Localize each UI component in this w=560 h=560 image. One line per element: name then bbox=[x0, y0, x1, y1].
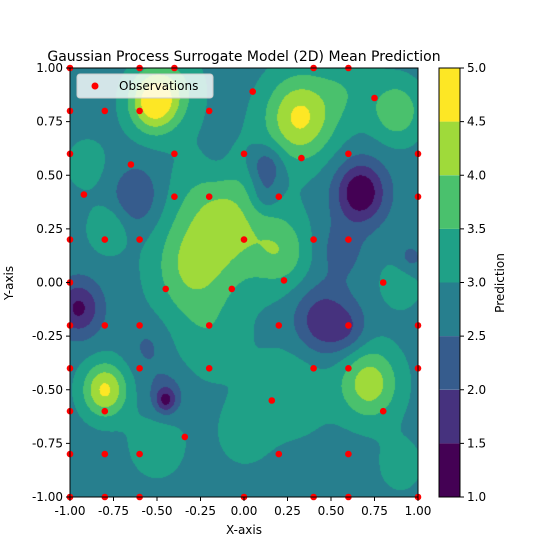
observation-point bbox=[310, 365, 317, 372]
observation-point bbox=[205, 365, 213, 372]
colorbar-segment bbox=[439, 175, 460, 229]
observation-point bbox=[240, 150, 248, 158]
x-tick-label: -0.75 bbox=[98, 504, 129, 518]
y-axis-ticks: 1.00 0.75 0.50 0.25 0.00 -0.25 -0.50 -0.75 -1.00 bbox=[32, 61, 70, 504]
y-tick-label: 0.25 bbox=[36, 222, 63, 236]
colorbar: 5.0 4.5 4.0 3.5 3.0 2.5 2.0 1.5 1.0 bbox=[438, 61, 486, 504]
observation-point bbox=[280, 277, 288, 284]
x-tick-label: -1.00 bbox=[54, 504, 85, 518]
y-tick-label: 0.00 bbox=[36, 276, 63, 290]
colorbar-segment bbox=[439, 228, 460, 283]
observation-point bbox=[298, 154, 305, 162]
observation-points bbox=[66, 64, 422, 501]
colorbar-tick-label: 5.0 bbox=[467, 61, 486, 75]
colorbar-tick-label: 1.5 bbox=[467, 436, 486, 450]
colorbar-segment bbox=[439, 443, 460, 497]
observation-point bbox=[171, 193, 178, 200]
observation-point bbox=[80, 191, 88, 198]
colorbar-tick-label: 3.5 bbox=[467, 222, 486, 236]
x-axis-ticks: -1.00 -0.75 -0.50 -0.25 0.00 0.25 0.50 0.75 1.00 bbox=[54, 497, 431, 518]
observation-point bbox=[249, 88, 256, 95]
observation-point bbox=[205, 322, 213, 329]
x-tick-label: 0.25 bbox=[274, 504, 301, 518]
x-axis-label: X-axis bbox=[226, 523, 262, 537]
x-tick-label: -0.50 bbox=[141, 504, 172, 518]
observation-point bbox=[136, 365, 143, 372]
observation-point bbox=[101, 322, 109, 329]
colorbar-tick-label: 2.0 bbox=[467, 383, 486, 397]
colorbar-tick-label: 1.0 bbox=[467, 490, 486, 504]
colorbar-tick-label: 4.5 bbox=[467, 115, 486, 129]
observation-point bbox=[345, 150, 352, 158]
observation-point bbox=[310, 236, 317, 243]
colorbar-segment bbox=[439, 121, 460, 176]
y-tick-label: -0.75 bbox=[32, 436, 63, 450]
observation-point bbox=[379, 407, 387, 415]
observation-point bbox=[275, 322, 283, 329]
plot-area bbox=[66, 64, 422, 501]
observation-point bbox=[345, 365, 352, 372]
observation-point bbox=[345, 450, 352, 458]
colorbar-segment bbox=[439, 282, 460, 337]
colorbar-tick-label: 2.5 bbox=[467, 329, 486, 343]
y-tick-label: -0.25 bbox=[32, 329, 63, 343]
x-tick-label: 0.00 bbox=[231, 504, 258, 518]
legend: Observations bbox=[76, 73, 214, 99]
x-tick-label: -0.25 bbox=[185, 504, 216, 518]
prediction-surface bbox=[70, 68, 418, 497]
observation-point bbox=[136, 450, 143, 458]
observation-point bbox=[345, 322, 352, 329]
colorbar-segment bbox=[439, 336, 460, 390]
legend-box bbox=[76, 73, 214, 99]
observation-point bbox=[136, 236, 143, 243]
colorbar-label: Prediction bbox=[493, 253, 507, 313]
y-tick-label: -1.00 bbox=[32, 490, 63, 504]
y-tick-label: 0.50 bbox=[36, 168, 63, 182]
observation-point bbox=[101, 107, 109, 115]
y-axis-label: Y-axis bbox=[2, 266, 16, 301]
y-tick-label: 1.00 bbox=[36, 61, 63, 75]
observation-point bbox=[205, 193, 213, 200]
observation-point bbox=[379, 279, 387, 286]
colorbar-tick-label: 3.0 bbox=[467, 276, 486, 290]
x-tick-label: 0.75 bbox=[361, 504, 388, 518]
observation-point bbox=[136, 322, 143, 329]
legend-marker bbox=[91, 82, 99, 90]
observation-point bbox=[127, 161, 135, 168]
x-tick-label: 1.00 bbox=[405, 504, 432, 518]
observation-point bbox=[275, 193, 283, 200]
observation-point bbox=[275, 450, 283, 458]
y-tick-label: -0.50 bbox=[32, 383, 63, 397]
colorbar-tick-label: 4.0 bbox=[467, 168, 486, 182]
observation-point bbox=[228, 285, 236, 293]
x-tick-label: 0.50 bbox=[318, 504, 345, 518]
observation-point bbox=[205, 107, 213, 115]
colorbar-segment bbox=[439, 68, 460, 122]
observation-point bbox=[345, 236, 352, 243]
y-tick-label: 0.75 bbox=[36, 115, 63, 129]
observation-point bbox=[136, 107, 143, 115]
colorbar-segment bbox=[439, 389, 460, 444]
chart-title: Gaussian Process Surrogate Model (2D) Me… bbox=[47, 49, 440, 65]
observation-point bbox=[101, 450, 109, 458]
observation-point bbox=[162, 285, 169, 293]
observation-point bbox=[240, 236, 248, 243]
observation-point bbox=[101, 407, 109, 415]
legend-label: Observations bbox=[119, 79, 198, 93]
observation-point bbox=[268, 397, 276, 404]
observation-point bbox=[181, 433, 189, 441]
observation-point bbox=[101, 236, 109, 243]
observation-point bbox=[371, 94, 378, 102]
observation-point bbox=[171, 150, 178, 158]
